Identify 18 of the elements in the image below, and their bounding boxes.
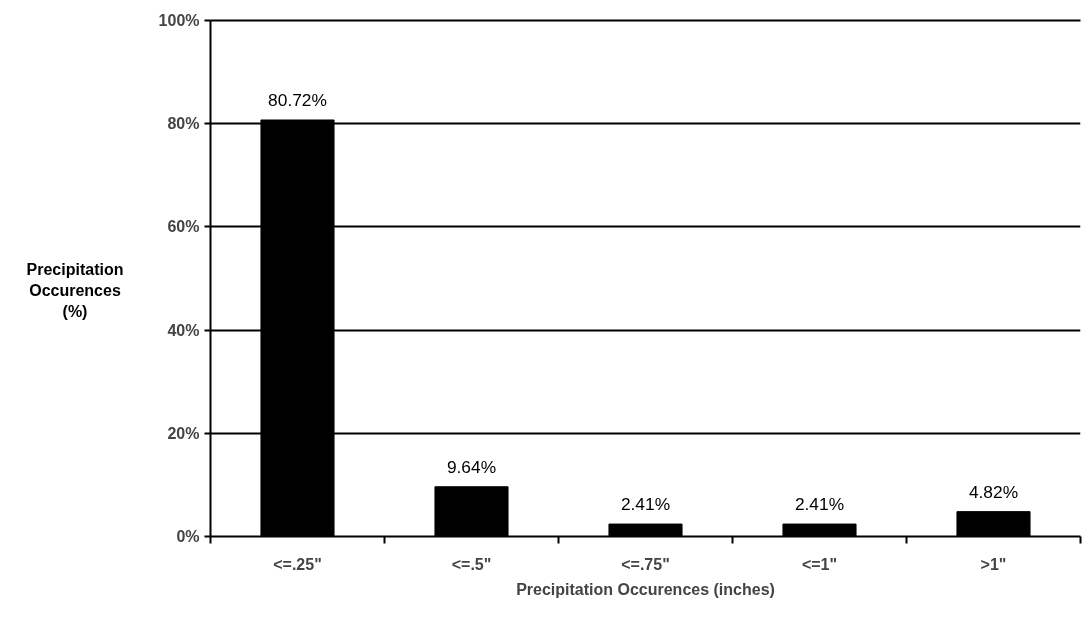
y-tick-label: 100% bbox=[158, 12, 200, 29]
data-label: 2.41% bbox=[794, 494, 845, 515]
x-tick-label: <=.75" bbox=[621, 555, 670, 573]
x-axis-title: Precipitation Occurences (inches) bbox=[516, 580, 775, 598]
x-tick-label: <=.25" bbox=[273, 555, 322, 573]
y-tick-label: 40% bbox=[167, 321, 200, 339]
y-tick-label: 20% bbox=[167, 424, 200, 442]
x-tick-label: <=.5" bbox=[451, 555, 492, 573]
data-label: 4.82% bbox=[968, 481, 1019, 502]
data-label: 9.64% bbox=[446, 456, 497, 477]
data-label: 2.41% bbox=[620, 494, 671, 515]
y-tick-label: 60% bbox=[167, 218, 200, 236]
y-tick-label: 80% bbox=[167, 115, 200, 133]
data-label: 80.72% bbox=[268, 89, 327, 110]
x-tick-label: >1" bbox=[980, 555, 1007, 573]
x-tick-label: <=1" bbox=[801, 555, 838, 573]
y-tick-label: 0% bbox=[176, 528, 200, 545]
y-axis-title: Precipitation Occurences (%) bbox=[26, 260, 124, 322]
